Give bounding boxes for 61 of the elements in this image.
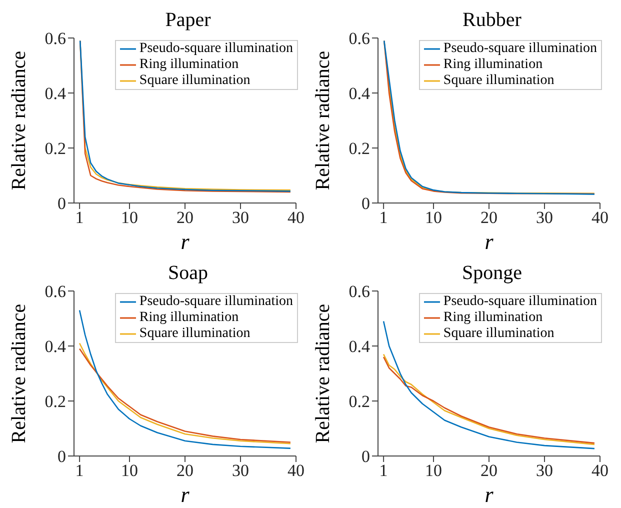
legend-label: Square illumination [443,73,554,89]
y-tick-label: 0 [362,447,370,466]
legend-label: Square illumination [443,326,554,342]
x-tick-label: 1 [379,461,388,480]
chart-title: Soap [168,262,208,284]
legend-label: Pseudo-square illumination [443,294,597,310]
y-tick-label: 0.2 [348,139,370,158]
x-axis-title: r [484,482,494,507]
x-tick-label: 20 [176,461,194,480]
legend-label: Ring illumination [443,310,543,326]
legend-label: Pseudo-square illumination [139,41,293,57]
y-tick-label: 0.4 [44,337,66,356]
y-tick-label: 0.6 [44,282,66,302]
x-tick-label: 1 [379,208,388,228]
x-tick-label: 30 [232,208,249,228]
y-tick-label: 0.2 [44,139,66,158]
y-tick-label: 0.6 [348,282,370,302]
x-tick-label: 10 [121,208,138,228]
y-tick-label: 0.2 [44,392,66,412]
legend-label: Ring illumination [139,310,239,326]
chart-title: Sponge [462,262,522,284]
legend-label: Square illumination [139,326,250,342]
x-tick-label: 40 [592,208,608,228]
y-axis-title: Relative radiance [312,304,334,444]
x-tick-label: 20 [480,461,498,480]
y-tick-label: 0.4 [44,84,66,104]
y-axis-title: Relative radiance [8,50,30,190]
x-tick-label: 20 [480,208,498,228]
y-tick-label: 0.6 [44,29,66,48]
x-tick-label: 30 [232,461,249,480]
x-tick-label: 30 [536,461,553,480]
y-tick-label: 0 [58,194,66,214]
x-tick-label: 40 [288,461,304,480]
x-tick-label: 10 [121,461,138,480]
x-tick-label: 1 [75,461,84,480]
legend-label: Ring illumination [139,57,239,73]
x-tick-label: 1 [75,208,84,228]
x-axis-title: r [180,482,190,507]
legend-label: Pseudo-square illumination [443,41,597,57]
y-axis-title: Relative radiance [312,50,334,190]
x-axis-title: r [180,229,190,254]
x-tick-label: 40 [592,461,608,480]
y-tick-label: 0.4 [348,84,370,104]
x-axis-title: r [484,229,494,254]
y-tick-label: 0.6 [348,29,370,48]
y-tick-label: 0 [58,447,66,466]
y-tick-label: 0 [362,194,370,214]
y-tick-label: 0.4 [348,337,370,356]
legend-label: Ring illumination [443,57,543,73]
x-tick-label: 20 [176,208,194,228]
legend-label: Square illumination [139,73,250,89]
line-series [78,310,292,449]
x-tick-label: 30 [536,208,553,228]
legend-label: Pseudo-square illumination [139,294,293,310]
x-tick-label: 10 [425,208,442,228]
y-axis-title: Relative radiance [8,304,30,444]
y-tick-label: 0.2 [348,392,370,412]
chart-title: Rubber [462,9,522,31]
x-tick-label: 40 [288,208,304,228]
chart-title: Paper [165,9,211,31]
x-tick-label: 10 [425,461,442,480]
